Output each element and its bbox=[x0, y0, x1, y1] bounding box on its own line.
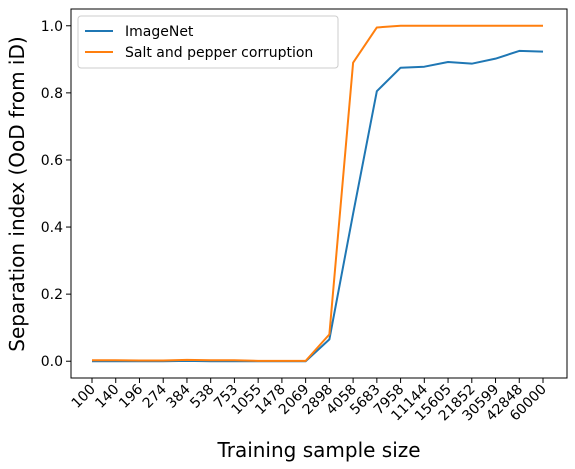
y-axis: 0.0 0.2 0.4 0.6 0.8 1.0 bbox=[41, 19, 71, 370]
x-axis: 1001401962743845387531055147820692898405… bbox=[69, 378, 550, 424]
series-line-salt-and-pepper-corruption bbox=[92, 24, 543, 362]
y-tick-label: 0.8 bbox=[41, 86, 63, 102]
x-tick-label: 196 bbox=[116, 381, 146, 411]
y-axis-label: Separation index (OoD from iD) bbox=[5, 36, 29, 351]
x-tick-label: 274 bbox=[140, 381, 170, 411]
x-tick-label: 140 bbox=[92, 382, 122, 412]
y-tick-label: 0.0 bbox=[41, 354, 63, 370]
x-axis-label: Training sample size bbox=[216, 438, 420, 462]
x-tick-label: 538 bbox=[187, 382, 217, 412]
x-tick-label: 100 bbox=[69, 382, 99, 412]
legend: ImageNet Salt and pepper corruption bbox=[77, 15, 339, 69]
y-tick-label: 0.6 bbox=[41, 153, 63, 169]
y-tick-label: 0.4 bbox=[41, 220, 63, 236]
y-tick-label: 1.0 bbox=[41, 19, 63, 35]
legend-label-imagenet: ImageNet bbox=[125, 24, 194, 40]
plot-area bbox=[70, 8, 568, 379]
x-tick-label: 384 bbox=[164, 381, 194, 411]
y-tick-label: 0.2 bbox=[41, 287, 63, 303]
series-lines bbox=[92, 24, 544, 363]
legend-box bbox=[77, 15, 339, 69]
legend-label-salt-and-pepper: Salt and pepper corruption bbox=[125, 45, 313, 61]
